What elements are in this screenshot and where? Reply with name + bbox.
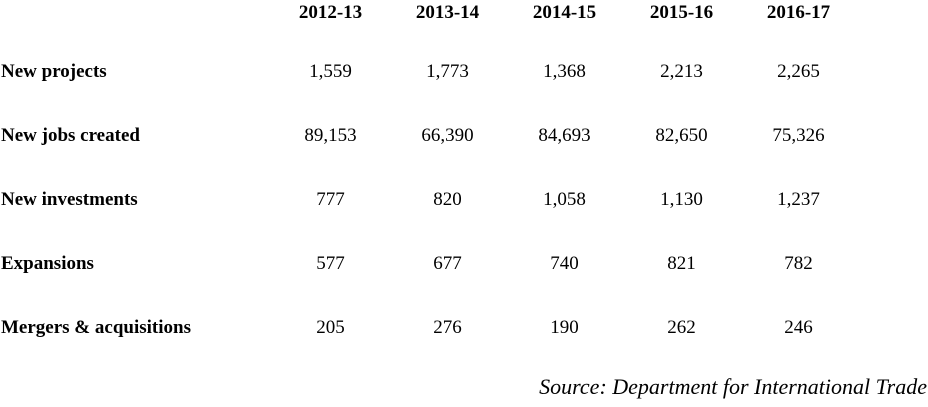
cell-new-investments-2014-15: 1,058 [543,189,586,210]
cell-new-jobs-2016-17: 75,326 [772,125,825,146]
row-label-expansions: Expansions [1,253,94,274]
cell-new-investments-2012-13: 777 [316,189,345,210]
cell-new-jobs-2013-14: 66,390 [421,125,474,146]
row-label-new-jobs-created: New jobs created [1,125,140,146]
cell-new-investments-2015-16: 1,130 [660,189,703,210]
cell-expansions-2013-14: 677 [433,253,462,274]
row-label-new-projects: New projects [1,61,107,82]
cell-new-projects-2016-17: 2,265 [777,61,820,82]
cell-mergers-2016-17: 246 [784,317,813,338]
cell-new-projects-2014-15: 1,368 [543,61,586,82]
cell-expansions-2015-16: 821 [667,253,696,274]
cell-new-jobs-2015-16: 82,650 [655,125,708,146]
cell-new-investments-2016-17: 1,237 [777,189,820,210]
cell-new-projects-2013-14: 1,773 [426,61,469,82]
column-header-2015-16: 2015-16 [649,2,714,23]
column-header-2012-13: 2012-13 [298,2,363,23]
table-corner-cell [0,0,272,40]
cell-new-projects-2012-13: 1,559 [309,61,352,82]
source-attribution: Source: Department for International Tra… [539,374,927,399]
cell-mergers-2015-16: 262 [667,317,696,338]
column-header-2014-15: 2014-15 [532,2,597,23]
cell-mergers-2013-14: 276 [433,317,462,338]
column-header-2016-17: 2016-17 [766,2,831,23]
cell-expansions-2012-13: 577 [316,253,345,274]
cell-expansions-2014-15: 740 [550,253,579,274]
cell-expansions-2016-17: 782 [784,253,813,274]
row-label-mergers-acquisitions: Mergers & acquisitions [1,317,191,338]
column-header-2013-14: 2013-14 [415,2,480,23]
cell-new-jobs-2012-13: 89,153 [304,125,357,146]
cell-mergers-2012-13: 205 [316,317,345,338]
data-table: 2012-13 2013-14 2014-15 2015-16 2016-17 … [0,0,831,338]
cell-new-investments-2013-14: 820 [433,189,462,210]
cell-new-jobs-2014-15: 84,693 [538,125,591,146]
row-label-new-investments: New investments [1,189,138,210]
cell-new-projects-2015-16: 2,213 [660,61,703,82]
cell-mergers-2014-15: 190 [550,317,579,338]
